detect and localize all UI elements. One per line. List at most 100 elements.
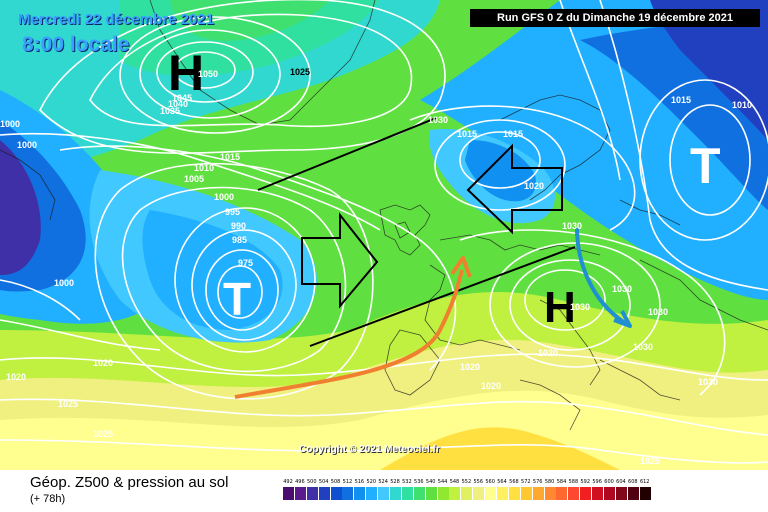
color-scale-swatch	[342, 487, 354, 500]
color-scale-step: 544	[437, 478, 449, 504]
color-scale-step: 504	[318, 478, 330, 504]
warm-advection-arrow	[234, 269, 464, 399]
color-scale-swatch	[532, 487, 544, 500]
color-scale-label: 592	[580, 479, 591, 485]
color-scale-label: 532	[402, 479, 412, 485]
color-scale-label: 508	[330, 479, 341, 485]
color-scale-swatch	[473, 487, 485, 500]
isobar-label: 1020	[481, 381, 501, 391]
color-scale-swatch	[568, 487, 580, 500]
model-run-label: Run GFS 0 Z du Dimanche 19 décembre 2021	[470, 9, 760, 27]
isobar-label: 1000	[54, 278, 74, 288]
color-scale-label: 576	[532, 479, 543, 485]
color-scale-label: 496	[295, 479, 305, 485]
color-scale-label: 516	[354, 479, 365, 485]
color-scale-step: 520	[365, 478, 378, 504]
isobar-label: 985	[232, 235, 247, 245]
color-scale-swatch	[461, 487, 473, 500]
color-scale-step: 564	[496, 478, 509, 504]
color-scale-label: 612	[639, 479, 650, 485]
color-scale-label: 608	[628, 479, 638, 485]
color-scale-swatch	[449, 487, 461, 500]
axis-line-lower	[309, 246, 576, 347]
color-scale-label: 596	[592, 479, 602, 485]
isobar-label: 1050	[198, 69, 218, 79]
low-pressure-symbol-east: T	[690, 138, 721, 194]
color-scale-step: 588	[567, 478, 580, 504]
isobar-label: 1015	[220, 152, 240, 162]
isobar-label: 995	[225, 207, 240, 217]
color-scale-swatch	[366, 487, 378, 500]
color-scale-step: 592	[579, 478, 592, 504]
color-scale-swatch	[401, 487, 413, 500]
isobar-label: 1020	[538, 348, 558, 358]
color-scale-label: 492	[283, 479, 293, 485]
isobar-label: 975	[238, 258, 253, 268]
isobar-label: 1005	[184, 174, 204, 184]
color-scale-swatch	[615, 487, 627, 500]
color-scale-step: 516	[353, 478, 366, 504]
isobar-label: 1030	[612, 284, 632, 294]
color-scale-label: 548	[449, 479, 460, 485]
flow-arrow-west	[466, 143, 563, 235]
color-scale-step: 608	[627, 478, 639, 504]
color-scale-step: 524	[377, 478, 390, 504]
color-scale-swatch	[497, 487, 509, 500]
isobar-label: 1010	[194, 163, 214, 173]
low-pressure-symbol-atlantic: T	[223, 273, 251, 325]
isobar-label: 1010	[732, 100, 752, 110]
color-scale-label: 524	[378, 479, 388, 485]
color-scale-swatch	[425, 487, 437, 500]
product-title: Géop. Z500 & pression au sol	[30, 474, 229, 491]
color-scale-swatch	[330, 487, 342, 500]
isobars	[0, 0, 768, 464]
isobar-label: 1015	[457, 129, 477, 139]
color-scale-label: 536	[414, 479, 424, 485]
band-cyan-greenland	[0, 0, 440, 190]
color-scale-step: 552	[460, 478, 473, 504]
color-scale-swatch	[437, 487, 449, 500]
isobar-label: 1015	[503, 129, 523, 139]
high-pressure-symbol-greenland: H	[168, 45, 204, 101]
color-scale-step: 492	[282, 478, 294, 504]
color-scale-label: 572	[521, 479, 531, 485]
isobar-label: 1030	[698, 377, 718, 387]
color-scale-step: 508	[330, 478, 342, 504]
isobar-label: 1030	[428, 115, 448, 125]
color-scale-label: 588	[568, 479, 579, 485]
color-scale-swatch	[592, 487, 604, 500]
band-orange-south	[380, 427, 620, 470]
color-scale-step: 572	[520, 478, 532, 504]
color-scale-swatch	[306, 487, 318, 500]
color-scale-label: 600	[604, 479, 614, 485]
color-scale-step: 512	[341, 478, 354, 504]
color-scale-step: 612	[639, 478, 651, 504]
isobar-label: 1025	[640, 456, 660, 466]
color-scale-label: 500	[307, 479, 317, 485]
isobar-labels: 1050 1045 1040 1035 1025 1030 1015 1010 …	[0, 67, 752, 466]
weather-map: H T H T 1050 1045 1040 1035 1025 1030 10…	[0, 0, 768, 470]
isobar-label: 1030	[648, 307, 668, 317]
band-navy-west	[0, 140, 41, 275]
flow-arrow-east	[301, 212, 379, 309]
color-scale-step: 528	[389, 478, 402, 504]
isobar-label: 1025	[93, 429, 113, 439]
color-scale-step: 580	[544, 478, 556, 504]
color-scale-swatch	[520, 487, 532, 500]
cold-advection-arrowhead	[613, 310, 632, 328]
color-scale-swatch	[294, 487, 306, 500]
color-scale-step: 540	[425, 478, 437, 504]
color-scale-label: 560	[485, 479, 495, 485]
color-scale-step: 560	[484, 478, 497, 504]
color-scale-label: 584	[556, 479, 567, 485]
color-scale-label: 580	[544, 479, 555, 485]
isobar-label: 1045	[172, 93, 192, 103]
isobar-label: 1020	[460, 362, 480, 372]
color-scale-step: 600	[603, 478, 616, 504]
isobar-label: 1020	[6, 372, 26, 382]
isobar-label: 1030	[633, 342, 653, 352]
isobar-label: 1000	[214, 192, 234, 202]
isobar-label: 1035	[160, 106, 180, 116]
color-scale-step: 584	[555, 478, 568, 504]
color-scale: 492 496 500 504 508 512 516 520 524 528 532 536 540 5…	[282, 478, 651, 504]
